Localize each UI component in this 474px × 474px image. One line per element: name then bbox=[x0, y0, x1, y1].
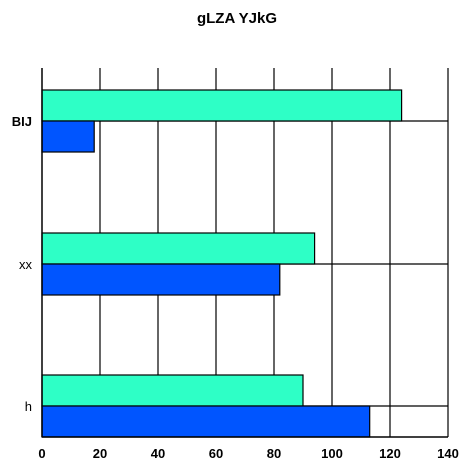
bar-series-1-BIJ bbox=[41, 89, 403, 122]
bar-series-1-xx bbox=[41, 232, 316, 265]
x-tick-label-120: 120 bbox=[379, 446, 401, 461]
x-tick-label-80: 80 bbox=[267, 446, 281, 461]
x-tick-label-60: 60 bbox=[209, 446, 223, 461]
axis-layer bbox=[41, 68, 448, 438]
y-tick-label-xx: xx bbox=[19, 257, 33, 272]
bar-series-2-xx bbox=[41, 263, 281, 296]
x-tick-label-100: 100 bbox=[321, 446, 343, 461]
bar-series-2-BIJ bbox=[41, 120, 95, 153]
x-tick-label-0: 0 bbox=[38, 446, 45, 461]
chart-title: gLZA YJkG bbox=[196, 10, 278, 27]
y-tick-label-BIJ: BIJ bbox=[12, 114, 32, 129]
x-tick-label-140: 140 bbox=[437, 446, 459, 461]
x-tick-label-40: 40 bbox=[151, 446, 165, 461]
y-tick-label-h: h bbox=[25, 399, 32, 414]
bar-layer bbox=[41, 89, 403, 438]
bar-series-1-h bbox=[41, 374, 304, 407]
bar-series-2-h bbox=[41, 405, 371, 438]
label-layer: 0 20 40 60 80 100 120 140 BIJ xx h bbox=[12, 114, 459, 461]
x-tick-label-20: 20 bbox=[93, 446, 107, 461]
